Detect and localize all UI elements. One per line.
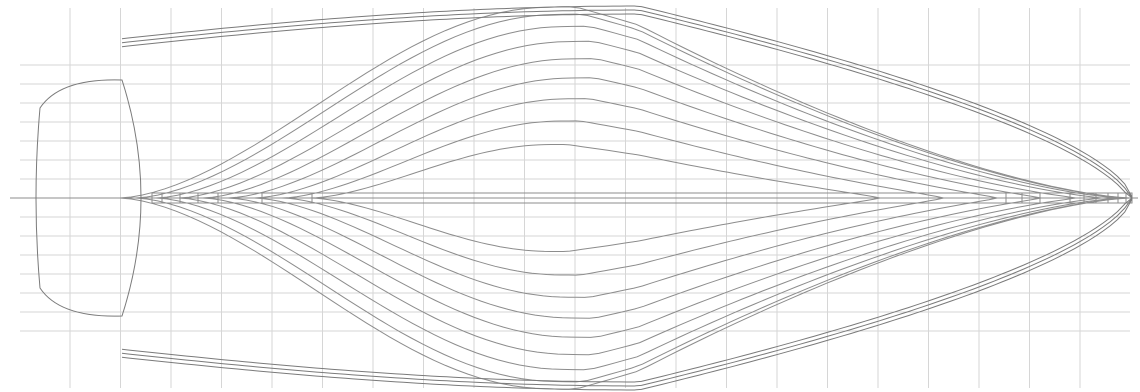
waterline-curve bbox=[281, 120, 944, 199]
sheer-line bbox=[121, 13, 1133, 199]
waterline-curve bbox=[228, 77, 1042, 199]
transom-outline bbox=[35, 79, 142, 317]
waterline-curve bbox=[228, 197, 1042, 319]
sheer-line bbox=[121, 197, 1133, 387]
waterline-curve bbox=[309, 197, 881, 252]
waterline-curve bbox=[135, 197, 1128, 383]
waterline-curve bbox=[202, 58, 1076, 199]
waterline-curve bbox=[155, 197, 1119, 371]
waterline-curve bbox=[155, 25, 1119, 199]
sheer-line bbox=[121, 9, 1133, 199]
sheer-line bbox=[121, 5, 1133, 198]
waterline-curve bbox=[202, 197, 1076, 338]
sheer-line bbox=[121, 197, 1133, 383]
waterline-curve bbox=[281, 197, 944, 276]
waterline-curve bbox=[178, 40, 1102, 199]
waterline-curve bbox=[119, 6, 1131, 199]
waterline-curve bbox=[309, 144, 881, 199]
waterline-curve bbox=[135, 13, 1128, 199]
waterline-curve bbox=[178, 197, 1102, 356]
sheer-line bbox=[121, 198, 1133, 391]
hull-outline-layer bbox=[35, 5, 1133, 391]
waterline-curve bbox=[254, 197, 998, 298]
waterline-layer bbox=[119, 6, 1131, 390]
waterline-curve bbox=[254, 98, 998, 199]
waterline-curve bbox=[119, 197, 1131, 390]
